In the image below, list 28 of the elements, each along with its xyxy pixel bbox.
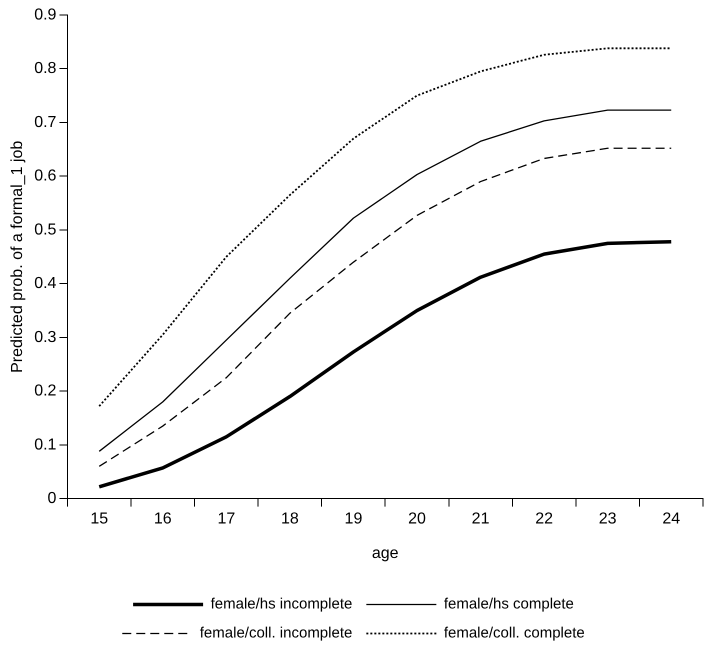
legend-label: female/hs complete bbox=[444, 596, 574, 613]
x-axis-title: age bbox=[372, 544, 399, 562]
y-tick-label: 0.5 bbox=[34, 221, 57, 238]
legend-label: female/coll. complete bbox=[444, 624, 585, 642]
x-tick-label: 20 bbox=[408, 510, 426, 528]
x-tick-label: 19 bbox=[344, 510, 362, 528]
y-tick-label: 0.6 bbox=[34, 168, 57, 185]
y-axis-title: Predicted prob. of a formal_1 job bbox=[9, 140, 26, 373]
y-tick-label: 0.9 bbox=[34, 6, 57, 24]
y-tick-label: 0.1 bbox=[34, 436, 57, 454]
x-tick-label: 21 bbox=[472, 510, 490, 528]
x-tick-label: 23 bbox=[598, 510, 617, 528]
x-tick-label: 18 bbox=[280, 510, 299, 528]
y-tick-label: 0.2 bbox=[34, 382, 57, 400]
y-tick-label: 0.7 bbox=[34, 114, 57, 131]
line-series bbox=[98, 148, 672, 468]
legend-label: female/coll. incomplete bbox=[200, 624, 352, 642]
x-tick-label: 24 bbox=[662, 510, 680, 528]
line-series bbox=[98, 47, 672, 408]
legend-label: female/hs incomplete bbox=[210, 596, 352, 613]
x-tick-label: 15 bbox=[90, 510, 108, 528]
y-tick-label: 0.8 bbox=[34, 60, 57, 78]
y-tick-label: 0.3 bbox=[34, 328, 57, 346]
x-tick-label: 16 bbox=[154, 510, 172, 528]
y-tick-label: 0 bbox=[48, 490, 57, 508]
y-tick-label: 0.4 bbox=[34, 275, 57, 292]
x-tick-label: 22 bbox=[535, 510, 554, 528]
x-tick-label: 17 bbox=[217, 510, 236, 528]
